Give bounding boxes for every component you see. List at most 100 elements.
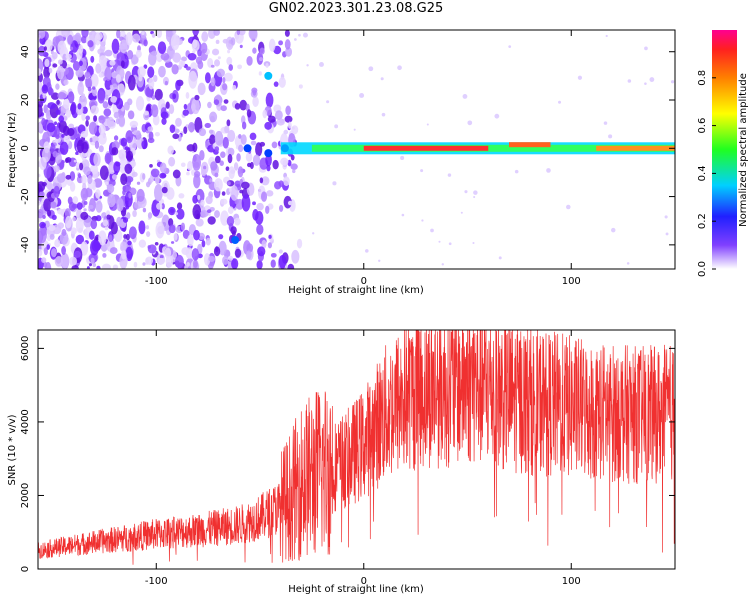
spectrogram-sparse-cell — [644, 82, 647, 85]
spectrogram-noise-cell — [118, 149, 123, 158]
spectrogram-noise-cell — [214, 155, 221, 164]
spectrogram-noise-cell — [115, 118, 120, 125]
spectrogram-noise-cell — [46, 180, 52, 190]
spectrogram-noise-cell — [169, 124, 176, 133]
spectrogram-noise-cell — [78, 60, 83, 67]
spectrogram-sparse-cell — [447, 173, 452, 177]
spectrogram-noise-cell — [127, 240, 132, 246]
spectrogram-noise-cell — [124, 146, 130, 151]
spectrogram-noise-cell — [154, 132, 160, 137]
spectrogram-noise-cell — [85, 119, 89, 127]
spectrogram-noise-cell — [122, 217, 129, 223]
spectrogram-noise-cell — [224, 125, 230, 134]
spectrogram-noise-cell — [270, 259, 276, 268]
spectrogram-noise-cell — [226, 56, 233, 66]
spectrogram-noise-cell — [70, 101, 77, 113]
spectrogram-noise-cell — [230, 37, 236, 46]
spectrogram-noise-cell — [222, 77, 226, 84]
spectrogram-noise-cell — [201, 31, 209, 42]
spectrogram-noise-cell — [181, 56, 187, 62]
spectrogram-noise-cell — [38, 248, 43, 257]
spectrogram-noise-cell — [158, 65, 166, 78]
spectrogram-noise-cell — [237, 64, 243, 70]
spectrogram-noise-cell — [124, 163, 133, 174]
spectrogram-noise-cell — [203, 253, 211, 266]
spectrogram-noise-cell — [234, 103, 241, 110]
spectrogram-noise-cell — [265, 92, 274, 108]
spectrogram-noise-cell — [199, 149, 205, 161]
spectrogram-noise-cell — [239, 179, 244, 184]
spectrogram-sparse-cell — [473, 195, 476, 199]
spectrogram-noise-cell — [200, 168, 207, 176]
spectrogram-noise-cell — [197, 48, 202, 57]
spectrogram-noise-cell — [118, 115, 126, 127]
spectrogram-noise-cell — [87, 86, 92, 92]
spectrogram-noise-cell — [89, 239, 99, 256]
spectrogram-noise-cell — [145, 225, 149, 230]
spectrogram-noise-cell — [44, 220, 50, 228]
spectrogram-noise-cell — [67, 196, 73, 205]
spectrogram-noise-cell — [80, 187, 89, 201]
spectrogram-sparse-cell — [603, 121, 608, 125]
spectrogram-noise-cell — [95, 189, 101, 199]
spectrogram-noise-cell — [147, 244, 157, 254]
spectrogram-noise-cell — [210, 77, 216, 87]
spectrogram-noise-cell — [147, 66, 155, 78]
spectrogram-sparse-cell — [577, 75, 583, 80]
spectrogram-noise-cell — [287, 121, 292, 129]
spectrogram-noise-cell — [72, 60, 80, 71]
spectrogram-noise-cell — [76, 133, 80, 140]
spectrogram-noise-cell — [161, 117, 167, 125]
spectrogram-noise-cell — [233, 162, 239, 171]
spectrogram-noise-cell — [92, 184, 96, 191]
spectrogram-noise-cell — [193, 229, 200, 241]
spectrogram-noise-cell — [56, 99, 60, 105]
spectrogram-noise-cell — [210, 161, 218, 171]
spectrogram-noise-cell — [126, 212, 131, 220]
spectrogram-noise-cell — [78, 72, 83, 77]
spectrogram-noise-cell — [119, 69, 125, 77]
spectrogram-sparse-cell — [368, 66, 374, 72]
spectrogram-noise-cell — [79, 162, 84, 171]
spectrogram-sparse-cell — [494, 113, 500, 119]
spectrogram-noise-cell — [227, 255, 234, 261]
spectrogram-sparse-cell — [287, 200, 293, 206]
spectrogram-noise-cell — [142, 173, 146, 180]
spectrogram-noise-cell — [268, 234, 272, 239]
spectrogram-noise-cell — [220, 210, 229, 226]
spectrogram-noise-cell — [164, 226, 170, 230]
spectrogram-noise-cell — [261, 176, 270, 186]
spectrogram-sparse-cell — [400, 155, 405, 160]
spectrogram-sparse-cell — [441, 263, 444, 266]
spectrogram-noise-cell — [127, 74, 136, 91]
spectrogram-x-tick-label: 100 — [562, 276, 581, 287]
spectrogram-noise-cell — [200, 199, 205, 206]
spectrogram-noise-cell — [110, 221, 118, 235]
spectrogram-noise-cell — [147, 212, 153, 219]
spectrogram-noise-cell — [149, 164, 153, 168]
spectrogram-noise-cell — [61, 246, 66, 256]
spectrogram-noise-cell — [120, 60, 125, 68]
spectrogram-noise-cell — [260, 191, 268, 202]
spectrogram-noise-cell — [95, 237, 99, 241]
spectrogram-noise-cell — [188, 70, 198, 89]
spectrogram-sparse-cell — [514, 169, 519, 174]
spectrogram-noise-cell — [126, 150, 134, 162]
spectrogram-noise-cell — [200, 42, 208, 54]
spectrogram-sparse-cell — [284, 265, 288, 269]
spectrogram-noise-cell — [133, 261, 138, 268]
spectrogram-noise-cell — [186, 171, 190, 176]
spectrogram-noise-cell — [192, 30, 200, 36]
spectrogram-noise-cell — [99, 165, 109, 181]
spectrogram-noise-cell — [73, 250, 81, 258]
spectrogram-noise-cell — [115, 97, 124, 110]
spectrogram-noise-cell — [39, 156, 47, 171]
spectrogram-noise-cell — [138, 239, 147, 248]
spectrogram-noise-cell — [234, 217, 241, 226]
spectrogram-noise-cell — [151, 50, 158, 56]
spectrogram-noise-cell — [161, 203, 165, 210]
ridge-mid-band — [311, 144, 675, 152]
spectrogram-noise-cell — [90, 105, 99, 115]
spectrogram-noise-cell — [102, 263, 111, 269]
